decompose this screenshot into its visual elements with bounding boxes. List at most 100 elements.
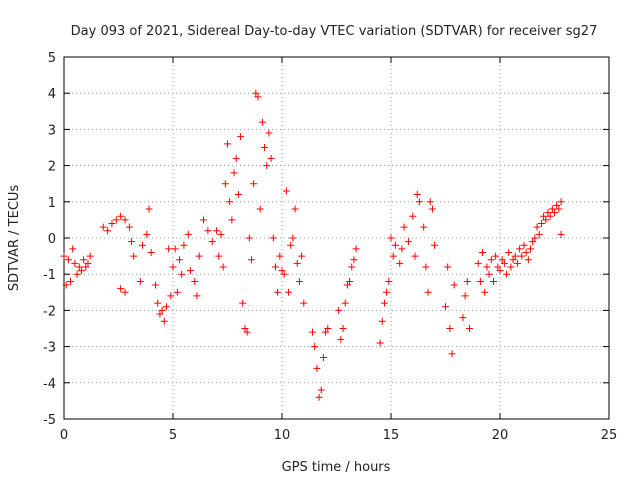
data-point (285, 288, 293, 296)
data-point (173, 288, 181, 296)
data-point (219, 263, 227, 271)
data-point (498, 256, 506, 264)
data-point (398, 245, 406, 253)
data-point (540, 212, 548, 220)
data-point (378, 317, 386, 325)
data-point (112, 216, 120, 224)
y-tick-label: 4 (48, 87, 56, 102)
data-point (289, 234, 297, 242)
data-point (496, 267, 504, 275)
data-point (86, 252, 94, 260)
data-point (341, 299, 349, 307)
data-point (245, 234, 253, 242)
x-tick-label: 5 (169, 428, 177, 443)
data-point (448, 350, 456, 358)
data-point (82, 263, 90, 271)
data-point (505, 248, 513, 256)
x-tick-label: 15 (383, 428, 400, 443)
data-point (431, 241, 439, 249)
data-point (77, 267, 85, 275)
data-point (64, 256, 72, 264)
data-point (426, 198, 434, 206)
data-point (553, 201, 561, 209)
data-point (130, 252, 138, 260)
data-point (204, 227, 212, 235)
data-point (531, 234, 539, 242)
data-point (230, 169, 238, 177)
data-point (509, 256, 517, 264)
data-point (352, 245, 360, 253)
data-point (215, 252, 223, 260)
data-point (84, 259, 92, 267)
data-point (75, 263, 83, 271)
data-point (557, 230, 565, 238)
data-point (261, 144, 269, 151)
data-point (415, 198, 423, 206)
data-point (446, 325, 454, 332)
data-point (117, 285, 125, 293)
data-point (69, 245, 77, 253)
data-point (420, 223, 428, 231)
x-tick-label: 10 (274, 428, 291, 443)
data-point (465, 325, 473, 332)
data-point (546, 212, 554, 220)
data-point (217, 230, 225, 238)
data-point (125, 223, 133, 231)
y-tick-label: 5 (48, 51, 56, 66)
data-point (424, 288, 432, 296)
data-point (267, 154, 275, 162)
y-tick-label: -3 (43, 341, 56, 356)
data-point (237, 133, 245, 141)
data-point (167, 292, 175, 300)
data-point (548, 205, 556, 213)
data-point (450, 281, 458, 289)
data-point (117, 212, 125, 220)
data-point (557, 198, 565, 206)
data-point (537, 220, 545, 228)
data-point (278, 267, 286, 275)
data-point (542, 216, 550, 224)
data-point (311, 343, 319, 351)
data-point (145, 205, 153, 213)
data-point (62, 281, 70, 289)
data-point (463, 277, 471, 285)
data-point (298, 252, 306, 260)
data-point (324, 325, 332, 332)
data-point (158, 306, 166, 314)
data-point (300, 299, 308, 307)
data-point (121, 288, 129, 296)
data-point (169, 263, 177, 271)
data-point (492, 252, 500, 260)
data-point (518, 252, 526, 260)
data-point (343, 281, 351, 289)
data-point (154, 299, 162, 307)
data-point (511, 252, 519, 260)
data-point (413, 191, 421, 199)
data-point (282, 187, 290, 195)
data-point (263, 162, 271, 170)
data-point (128, 238, 136, 246)
data-point (239, 299, 247, 307)
data-point (232, 154, 240, 162)
grid (64, 57, 609, 419)
data-point (396, 259, 404, 267)
data-point (348, 263, 356, 271)
x-axis-label: GPS time / hours (282, 460, 391, 475)
data-point (67, 277, 75, 285)
data-point (143, 230, 151, 238)
data-point (213, 227, 221, 235)
data-point (200, 216, 208, 224)
data-point (269, 234, 277, 242)
data-point (346, 277, 354, 285)
data-point (228, 216, 236, 224)
data-point (121, 216, 129, 224)
x-tick-label: 25 (601, 428, 618, 443)
y-tick-label: -1 (43, 268, 56, 283)
data-point (476, 277, 484, 285)
y-tick-label: 3 (48, 123, 56, 138)
data-point (178, 270, 186, 278)
data-point (224, 140, 231, 148)
data-point (524, 256, 532, 264)
data-point (409, 212, 417, 220)
